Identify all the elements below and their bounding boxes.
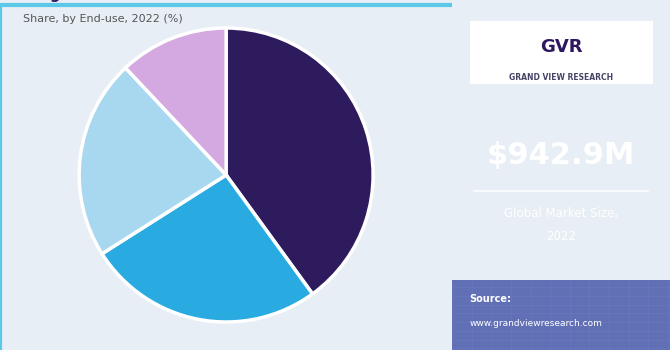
Text: www.grandviewresearch.com: www.grandviewresearch.com [470, 319, 602, 328]
Text: Diagnostics Market: Diagnostics Market [23, 0, 183, 2]
Text: Global Market Size,: Global Market Size, [504, 207, 618, 220]
Text: 2022: 2022 [546, 230, 576, 243]
Text: Share, by End-use, 2022 (%): Share, by End-use, 2022 (%) [23, 14, 183, 24]
Wedge shape [102, 175, 312, 322]
Bar [452, 280, 670, 350]
Wedge shape [125, 28, 226, 175]
Text: $942.9M: $942.9M [487, 141, 635, 170]
Text: GRAND VIEW RESEARCH: GRAND VIEW RESEARCH [509, 72, 613, 82]
Text: Source:: Source: [470, 294, 512, 304]
Text: GVR: GVR [540, 38, 582, 56]
FancyBboxPatch shape [470, 21, 653, 84]
Wedge shape [79, 68, 226, 254]
Wedge shape [226, 28, 373, 294]
